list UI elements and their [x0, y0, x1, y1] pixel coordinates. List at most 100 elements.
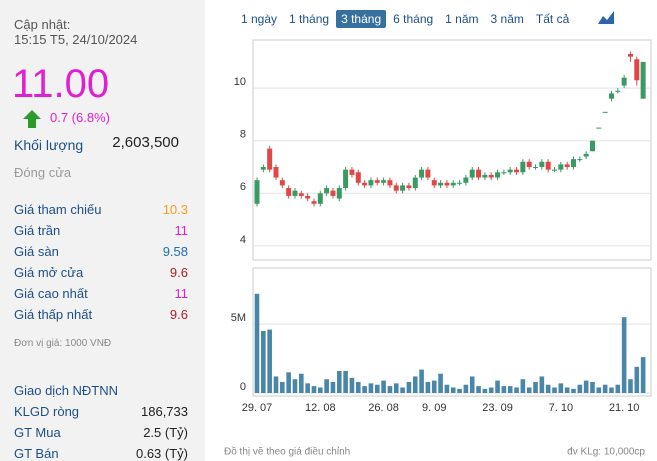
volume-bar [507, 386, 513, 393]
volume-bar [406, 381, 412, 393]
volume-bar [324, 379, 329, 393]
volume-bar [381, 380, 386, 393]
candle-body [368, 180, 374, 186]
volume-bar [501, 386, 507, 393]
candle-body [457, 182, 463, 184]
candle-body [469, 169, 475, 178]
candle-body [260, 167, 266, 170]
volume-frame [252, 267, 652, 397]
candle-body [311, 201, 317, 204]
candle-body [267, 148, 273, 170]
volume-bar [299, 373, 304, 393]
volume-bar [254, 293, 260, 393]
candle-body [393, 185, 399, 191]
volume-bar [431, 380, 437, 393]
volume-bar [602, 384, 608, 393]
candle-body [412, 177, 418, 189]
volume-bar [273, 376, 279, 393]
candle-body [539, 161, 545, 168]
volume-bar [292, 379, 298, 393]
volume-bar [634, 366, 640, 393]
candle-body [406, 185, 412, 189]
candle-body [374, 180, 380, 183]
y-tick-label: 10 [234, 76, 246, 88]
volume-bar [583, 380, 589, 393]
candle-body [507, 169, 513, 173]
candle-body [602, 111, 608, 113]
row-label: Giá sàn [14, 244, 59, 259]
volume-bar [419, 369, 424, 393]
volume-bar [469, 376, 475, 393]
range-tabs: 1 ngày 1 tháng 3 tháng 6 tháng 1 năm 3 năm Tất… [236, 10, 576, 28]
range-tab[interactable]: 6 tháng [393, 12, 434, 26]
range-tab[interactable]: 3 năm [490, 12, 524, 26]
volume-bar [621, 317, 627, 393]
candle-body [349, 169, 355, 175]
row-label: Giá cao nhất [14, 286, 88, 301]
unit-note: Đơn vị giá: 1000 VNĐ [14, 338, 112, 349]
candle-body [431, 180, 437, 186]
candle-body [279, 180, 285, 186]
volume-bar [482, 388, 488, 393]
updated-time: 15:15 T5, 24/10/2024 [14, 32, 138, 47]
candle-body [476, 169, 482, 178]
candle-body [583, 153, 589, 157]
foreign-title: Giao dịch NĐTNN [14, 383, 119, 398]
footer-right: đv KLg: 10,000cp [567, 447, 645, 458]
candle-body [526, 161, 532, 168]
range-tab[interactable]: Tất cả [535, 12, 570, 26]
candle-body [273, 167, 279, 178]
candle-body [362, 182, 368, 186]
range-tab[interactable]: 1 tháng [289, 12, 330, 26]
range-tab[interactable]: 1 năm [445, 12, 479, 26]
row-value: 10.3 [162, 202, 188, 217]
candle-body [621, 77, 627, 86]
candle-body [343, 169, 349, 189]
foreign-label: KLGD ròng [14, 404, 80, 419]
row-value: 11 [174, 286, 189, 301]
volume-bar [412, 376, 418, 393]
x-tick-label: 12. 08 [305, 402, 336, 414]
volume-bar [596, 387, 602, 393]
candle-body [545, 161, 551, 170]
foreign-value: 2.5 (Tỷ) [143, 425, 188, 440]
candle-body [571, 159, 576, 168]
candle-body [577, 159, 583, 161]
candle-body [520, 161, 526, 173]
candle-body [488, 174, 494, 178]
candle-body [552, 169, 558, 171]
range-tab[interactable]: 1 ngày [241, 12, 278, 26]
candle-body [640, 61, 646, 99]
x-tick-label: 21. 10 [609, 402, 640, 414]
volume-bar [463, 384, 469, 393]
volume-bar [545, 384, 551, 393]
volume-bar [520, 379, 526, 393]
y-tick-label: 5M [231, 312, 246, 324]
candle-body [533, 167, 539, 169]
volume-value: 2,603,500 [112, 134, 179, 151]
volume-bar [267, 329, 272, 393]
volume-bar [526, 387, 532, 393]
volume-bar [564, 387, 570, 393]
volume-bar [305, 383, 310, 393]
volume-bar [438, 373, 443, 393]
volume-bar [552, 387, 557, 393]
y-tick-label: 0 [240, 381, 246, 393]
chart-icon[interactable] [598, 10, 614, 24]
row-label: Giá trần [14, 223, 61, 238]
candle-body [514, 169, 520, 173]
volume-bar [374, 384, 380, 393]
up-arrow [23, 110, 41, 128]
candle-body [387, 180, 393, 186]
volume-bar [457, 388, 462, 393]
candle-body [589, 140, 595, 152]
candle-body [482, 174, 488, 178]
candle-body [463, 177, 469, 183]
volume-bar [311, 386, 317, 393]
volume-bar [590, 381, 595, 393]
volume-bar [450, 387, 456, 393]
volume-bar [280, 381, 285, 393]
range-tab[interactable]: 3 tháng [336, 10, 387, 28]
x-tick-label: 7. 10 [549, 402, 573, 414]
